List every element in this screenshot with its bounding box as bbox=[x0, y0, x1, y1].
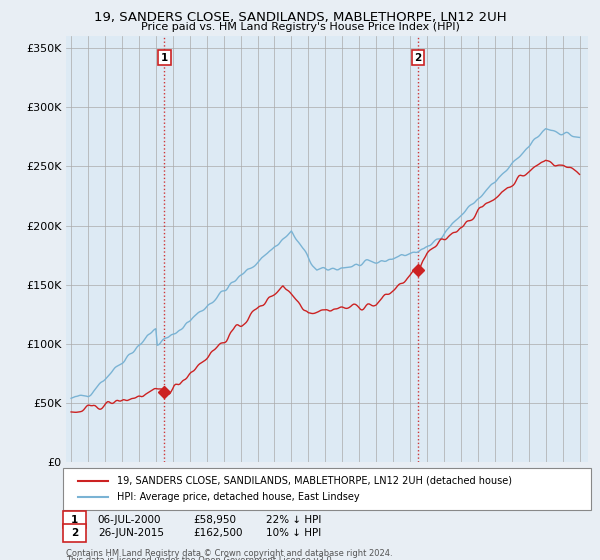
Text: 22% ↓ HPI: 22% ↓ HPI bbox=[266, 515, 321, 525]
Text: 06-JUL-2000: 06-JUL-2000 bbox=[98, 515, 161, 525]
Text: 1: 1 bbox=[71, 515, 78, 525]
Text: This data is licensed under the Open Government Licence v3.0.: This data is licensed under the Open Gov… bbox=[66, 556, 334, 560]
Text: £58,950: £58,950 bbox=[194, 515, 237, 525]
Text: 2: 2 bbox=[71, 528, 78, 538]
Text: 26-JUN-2015: 26-JUN-2015 bbox=[98, 528, 164, 538]
Text: 10% ↓ HPI: 10% ↓ HPI bbox=[266, 528, 321, 538]
Text: 19, SANDERS CLOSE, SANDILANDS, MABLETHORPE, LN12 2UH: 19, SANDERS CLOSE, SANDILANDS, MABLETHOR… bbox=[94, 11, 506, 24]
Text: Contains HM Land Registry data © Crown copyright and database right 2024.: Contains HM Land Registry data © Crown c… bbox=[66, 549, 392, 558]
Text: 19, SANDERS CLOSE, SANDILANDS, MABLETHORPE, LN12 2UH (detached house): 19, SANDERS CLOSE, SANDILANDS, MABLETHOR… bbox=[117, 475, 512, 486]
Text: 1: 1 bbox=[161, 53, 168, 63]
Text: Price paid vs. HM Land Registry's House Price Index (HPI): Price paid vs. HM Land Registry's House … bbox=[140, 22, 460, 32]
Text: 2: 2 bbox=[415, 53, 422, 63]
Text: £162,500: £162,500 bbox=[194, 528, 244, 538]
Text: HPI: Average price, detached house, East Lindsey: HPI: Average price, detached house, East… bbox=[117, 492, 359, 502]
